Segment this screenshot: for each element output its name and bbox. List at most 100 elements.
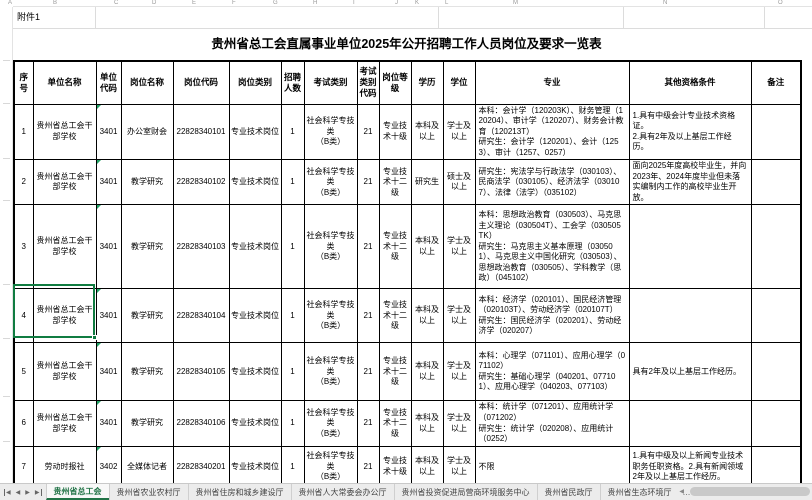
- sheet-tab-guizhou-federation[interactable]: 贵州省总工会: [45, 484, 109, 500]
- cell-post-level[interactable]: 专业技术十级: [378, 103, 412, 161]
- cell-headcount[interactable]: 1: [280, 342, 305, 402]
- cell-exam-type[interactable]: 社会科学专技类 （B类）: [303, 445, 358, 489]
- cell-degree[interactable]: 硕士及以上: [442, 159, 476, 206]
- cell-unit-code[interactable]: 3401: [95, 400, 122, 447]
- cell-remark[interactable]: [750, 103, 802, 161]
- cell-unit-code[interactable]: 3401: [95, 159, 122, 206]
- cell-post-name[interactable]: 教学研究: [120, 159, 174, 206]
- last-sheet-button[interactable]: ▶: [34, 488, 42, 496]
- cell-exam-type[interactable]: 社会科学专技类 （B类）: [303, 400, 358, 447]
- cell-unit-code[interactable]: 3401: [95, 288, 122, 344]
- cell-education[interactable]: 本科及以上: [410, 400, 444, 447]
- cell-major[interactable]: 不限: [474, 445, 630, 489]
- cell-post-code[interactable]: 22828340201: [172, 445, 230, 489]
- cell-education[interactable]: 本科及以上: [410, 288, 444, 344]
- column-header-strip[interactable]: A B C D E F G H I J K L M N O: [8, 0, 812, 7]
- cell-unit-code[interactable]: 3401: [95, 103, 122, 161]
- cell-post-name[interactable]: 教学研究: [120, 204, 174, 290]
- cell-unit-name[interactable]: 贵州省总工会干部学校: [32, 159, 97, 206]
- column-letter[interactable]: E: [192, 0, 197, 6]
- cell-unit-name[interactable]: 贵州省总工会干部学校: [32, 288, 97, 344]
- cell-post-code[interactable]: 22828340104: [172, 288, 230, 344]
- cell-seq[interactable]: 3: [13, 204, 34, 290]
- cell-education[interactable]: 研究生: [410, 159, 444, 206]
- cell-major[interactable]: 本科：心理学（071101）、应用心理学（071102） 研究生：基础心理学（0…: [474, 342, 630, 402]
- column-letter[interactable]: C: [114, 0, 119, 6]
- column-letter[interactable]: K: [415, 0, 420, 6]
- cell-post-name[interactable]: 教学研究: [120, 342, 174, 402]
- cell-major[interactable]: 本科：经济学（020101）、国民经济管理（020103T）、劳动经济学（020…: [474, 288, 630, 344]
- cell-major[interactable]: 本科：会计学（120203K）、财务管理（120204）、审计学（120207）…: [474, 103, 630, 161]
- cell-remark[interactable]: [750, 204, 802, 290]
- cell-post-type[interactable]: 专业技术岗位: [228, 445, 282, 489]
- cell-remark[interactable]: [750, 445, 802, 489]
- cell-education[interactable]: 本科及以上: [410, 342, 444, 402]
- cell-post-name[interactable]: 办公室财会: [120, 103, 174, 161]
- cell-post-level[interactable]: 专业技术十二级: [378, 342, 412, 402]
- cell-post-level[interactable]: 专业技术十级: [378, 445, 412, 489]
- cell-other-requirements[interactable]: 1.具有中级及以上新闻专业技术职务任职资格。2.具有新闻领域2年及以上基层工作经…: [628, 445, 752, 489]
- cell-seq[interactable]: 6: [13, 400, 34, 447]
- cell-headcount[interactable]: 1: [280, 204, 305, 290]
- cell-other-requirements[interactable]: [628, 204, 752, 290]
- cell-headcount[interactable]: 1: [280, 159, 305, 206]
- column-letter[interactable]: M: [513, 0, 518, 6]
- cell-unit-name[interactable]: 贵州省总工会干部学校: [32, 204, 97, 290]
- cell-other-requirements[interactable]: [628, 288, 752, 344]
- cell-seq[interactable]: 4: [13, 288, 34, 344]
- cell-post-type[interactable]: 专业技术岗位: [228, 400, 282, 447]
- column-letter[interactable]: L: [445, 0, 449, 6]
- cell-post-name[interactable]: 教学研究: [120, 400, 174, 447]
- cell-post-code[interactable]: 22828340102: [172, 159, 230, 206]
- column-letter[interactable]: H: [313, 0, 318, 6]
- sheet-tab-housing[interactable]: 贵州省住房和城乡建设厅: [187, 484, 291, 500]
- next-sheet-button[interactable]: ▶: [25, 489, 30, 496]
- cell-post-level[interactable]: 专业技术十二级: [378, 288, 412, 344]
- cell-seq[interactable]: 7: [13, 445, 34, 489]
- cell-unit-name[interactable]: 贵州省总工会干部学校: [32, 103, 97, 161]
- cell-seq[interactable]: 5: [13, 342, 34, 402]
- cell-major[interactable]: 本科：统计学（071201）、应用统计学（071202） 研究生：统计学（020…: [474, 400, 630, 447]
- cell-major[interactable]: 本科：思想政治教育（030503）、马克思主义理论（030504T）、工会学（0…: [474, 204, 630, 290]
- cell-education[interactable]: 本科及以上: [410, 445, 444, 489]
- cell-education[interactable]: 本科及以上: [410, 103, 444, 161]
- cell-headcount[interactable]: 1: [280, 288, 305, 344]
- first-sheet-button[interactable]: ◀: [4, 488, 11, 496]
- cell-other-requirements[interactable]: 1.具有中级会计专业技术资格证。 2.具有2年及以上基层工作经历。: [628, 103, 752, 161]
- cell-remark[interactable]: [750, 159, 802, 206]
- cell-exam-code[interactable]: 21: [356, 400, 380, 447]
- column-letter[interactable]: D: [152, 0, 157, 6]
- cell-post-type[interactable]: 专业技术岗位: [228, 159, 282, 206]
- cell-seq[interactable]: 1: [13, 103, 34, 161]
- column-letter[interactable]: F: [232, 0, 236, 6]
- horizontal-scrollbar[interactable]: [690, 487, 810, 496]
- cell-exam-type[interactable]: 社会科学专技类 （B类）: [303, 204, 358, 290]
- cell-post-type[interactable]: 专业技术岗位: [228, 288, 282, 344]
- column-letter[interactable]: G: [273, 0, 278, 6]
- cell-post-type[interactable]: 专业技术岗位: [228, 103, 282, 161]
- cell-unit-name[interactable]: 贵州省总工会干部学校: [32, 342, 97, 402]
- cell-unit-name[interactable]: 劳动时报社: [32, 445, 97, 489]
- column-letter[interactable]: I: [353, 0, 355, 6]
- sheet-tab-overflow-button[interactable]: …: [682, 487, 691, 497]
- cell-post-code[interactable]: 22828340105: [172, 342, 230, 402]
- scrollbar-thumb[interactable]: [690, 487, 810, 496]
- cell-post-code[interactable]: 22828340106: [172, 400, 230, 447]
- cell-major[interactable]: 研究生：宪法学与行政法学（030103）、民商法学（030105）、经济法学（0…: [474, 159, 630, 206]
- column-letter[interactable]: O: [778, 0, 783, 6]
- cell-headcount[interactable]: 1: [280, 445, 305, 489]
- row-header-strip[interactable]: [0, 7, 13, 483]
- cell-post-level[interactable]: 专业技术十二级: [378, 159, 412, 206]
- cell-post-code[interactable]: 22828340103: [172, 204, 230, 290]
- scrollbar-left-arrow-icon[interactable]: ◀: [679, 489, 684, 495]
- cell-headcount[interactable]: 1: [280, 103, 305, 161]
- cell-unit-name[interactable]: 贵州省总工会干部学校: [32, 400, 97, 447]
- cell-degree[interactable]: 学士及以上: [442, 400, 476, 447]
- cell-headcount[interactable]: 1: [280, 400, 305, 447]
- cell-exam-type[interactable]: 社会科学专技类 （B类）: [303, 288, 358, 344]
- cell-education[interactable]: 本科及以上: [410, 204, 444, 290]
- cell-post-name[interactable]: 教学研究: [120, 288, 174, 344]
- cell-exam-type[interactable]: 社会科学专技类 （B类）: [303, 159, 358, 206]
- cell-exam-code[interactable]: 21: [356, 103, 380, 161]
- prev-sheet-button[interactable]: ◀: [15, 489, 21, 496]
